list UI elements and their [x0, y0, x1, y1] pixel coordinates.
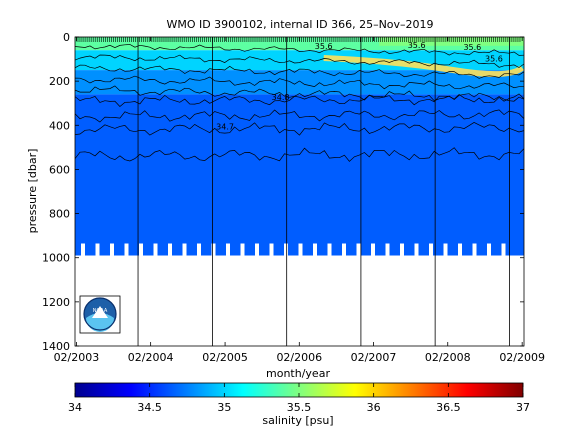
- chart-title: WMO ID 3900102, internal ID 366, 25–Nov–…: [166, 18, 433, 31]
- profile-gap: [124, 243, 129, 256]
- plot-area: 35.6 35.6 35.6 34.8 34.7 35.6: [74, 36, 525, 347]
- profile-gap: [95, 243, 100, 256]
- x-tick-label: 02/2007: [351, 351, 397, 364]
- contour-line: [75, 147, 524, 162]
- x-tick-label: 02/2005: [202, 351, 248, 364]
- x-tick-label: 02/2009: [499, 351, 545, 364]
- x-tick-label: 02/2003: [54, 351, 100, 364]
- contour-line: [75, 54, 524, 68]
- x-tick-label: 02/2008: [425, 351, 471, 364]
- contour-line: [75, 121, 524, 136]
- contour-lines: [75, 44, 524, 162]
- profile-gap: [458, 243, 462, 256]
- contour-label: 35.6: [408, 41, 426, 50]
- profile-gap: [153, 243, 158, 256]
- profile-gap: [342, 243, 346, 256]
- y-axis-label: pressure [dbar]: [26, 149, 39, 234]
- colorbar-tick-label: 35.5: [287, 401, 312, 414]
- y-tick-label: 800: [49, 208, 70, 221]
- x-axis: 02/2003 02/2004 02/2005 02/2006 02/2007 02/20…: [54, 37, 545, 364]
- profile-gap: [182, 243, 187, 256]
- colorbar-ticks: 34 34.5 35 35.5 36 36.5 37: [68, 383, 530, 414]
- profile-gap: [226, 243, 230, 256]
- profile-gap: [501, 243, 506, 256]
- colorbar-tick-label: 35: [217, 401, 231, 414]
- profile-ticks: [76, 37, 521, 42]
- profile-gap: [313, 243, 317, 256]
- profile-gap: [284, 243, 288, 256]
- y-tick-label: 600: [49, 163, 70, 176]
- profile-gap: [385, 243, 390, 256]
- year-marker-lines: [137, 37, 510, 346]
- profile-gap: [298, 243, 303, 256]
- contour-labels: 35.6 35.6 35.6 34.8 34.7 35.6: [216, 41, 503, 132]
- high-salinity-streak: [323, 54, 524, 78]
- profile-gap: [197, 243, 201, 256]
- contour-label: 35.6: [315, 42, 333, 51]
- contour-label: 35.6: [485, 54, 503, 63]
- profile-gap: [240, 243, 245, 256]
- profile-gap: [255, 243, 259, 256]
- noaa-logo-icon: NOAA: [79, 295, 121, 334]
- y-tick-label: 200: [49, 75, 70, 88]
- profile-gap: [443, 243, 448, 256]
- colorbar-tick-label: 36.5: [436, 401, 461, 414]
- x-axis-label: month/year: [266, 367, 330, 380]
- colorbar-tick-label: 34: [68, 401, 82, 414]
- profile-gap: [327, 243, 332, 256]
- colorbar-tick-label: 36: [367, 401, 381, 414]
- y-tick-label: 1200: [42, 296, 70, 309]
- contour-line: [75, 75, 524, 90]
- colorbar: 34 34.5 35 35.5 36 36.5 37 salinity [psu]: [68, 382, 530, 427]
- profile-gap: [429, 243, 433, 256]
- profile-gap: [487, 243, 491, 256]
- surface-warm-band: [379, 37, 524, 46]
- y-tick-label: 400: [49, 119, 70, 132]
- colorbar-tick-label: 34.5: [137, 401, 162, 414]
- salinity-layer-3: [75, 94, 524, 256]
- profile-gap: [400, 243, 404, 256]
- profile-gap: [139, 243, 143, 256]
- profile-gap: [472, 243, 477, 256]
- profile-gap: [269, 243, 274, 256]
- salinity-layer-2: [75, 70, 524, 95]
- profile-gap: [371, 243, 375, 256]
- profile-gap: [356, 243, 361, 256]
- x-tick-label: 02/2004: [128, 351, 174, 364]
- x-tick-label: 02/2006: [276, 351, 322, 364]
- y-axis: 0 200 400 600 800 1000 1200 1400: [42, 31, 524, 353]
- contour-line: [75, 109, 524, 123]
- profile-gap: [168, 243, 172, 256]
- y-tick-label: 1400: [42, 340, 70, 353]
- contour-line: [75, 85, 524, 102]
- salinity-fill: [75, 37, 524, 256]
- profile-gap: [81, 243, 85, 256]
- contour-label: 35.6: [463, 43, 481, 52]
- profile-gap: [110, 243, 114, 256]
- contour-label: 34.7: [216, 123, 234, 132]
- contour-line: [75, 44, 524, 56]
- colorbar-tick-label: 37: [516, 401, 530, 414]
- colorbar-label: salinity [psu]: [262, 414, 333, 427]
- y-tick-label: 1000: [42, 252, 70, 265]
- contour-line: [75, 93, 524, 107]
- y-tick-label: 0: [63, 31, 70, 44]
- noaa-logo-text: NOAA: [93, 308, 108, 314]
- contour-label: 34.8: [272, 93, 290, 102]
- profile-gap: [211, 243, 216, 256]
- contour-line: [75, 64, 524, 79]
- profile-gap: [414, 243, 419, 256]
